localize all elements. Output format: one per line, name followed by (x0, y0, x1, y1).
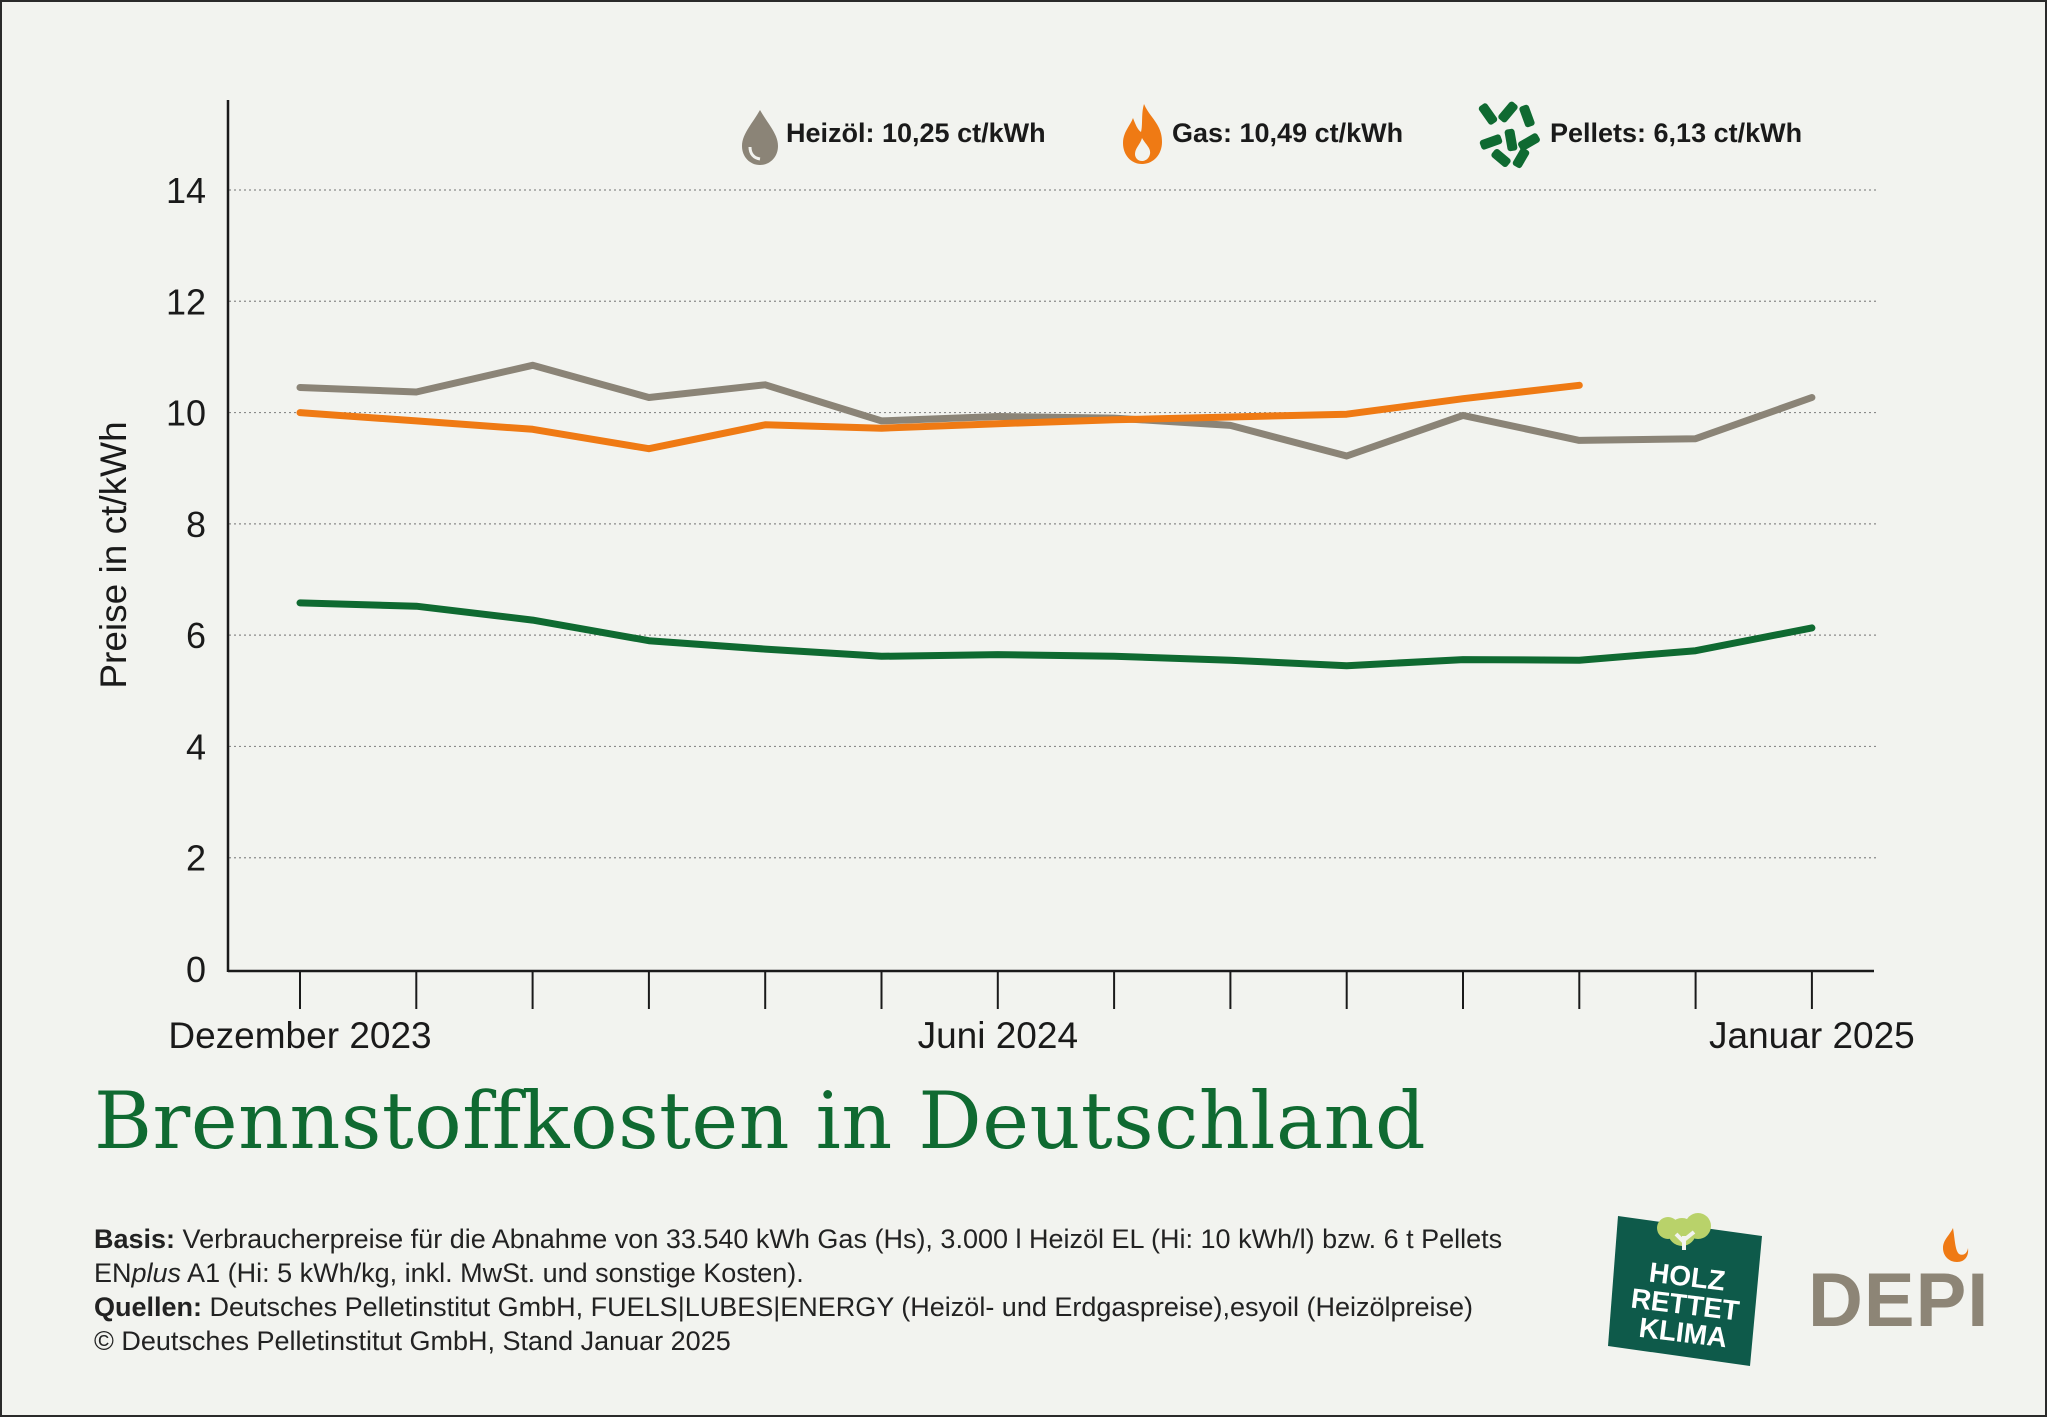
legend-item-pellets: Pellets: 6,13 ct/kWh (1478, 101, 1802, 169)
series-line-gas (296, 381, 1583, 453)
legend-item-heizoel: Heizöl: 10,25 ct/kWh (742, 110, 1046, 165)
depi-logo (1943, 1228, 1969, 1262)
footer-notes: Basis: Verbraucherpreise für die Abnahme… (94, 1222, 1574, 1358)
x-tick-label: Juni 2024 (918, 1015, 1078, 1056)
series-lines (296, 361, 1816, 670)
y-tick-label: 8 (186, 504, 206, 545)
basis-text-2b: plus (131, 1258, 182, 1288)
pellets-icon (1478, 101, 1540, 169)
series-line-pellets (296, 599, 1816, 670)
chart-title: Brennstoffkosten in Deutschland (94, 1075, 1427, 1167)
y-tick-label: 2 (186, 838, 206, 879)
basis-text-2c: A1 (Hi: 5 kWh/kg, inkl. MwSt. und sonsti… (181, 1258, 804, 1288)
series-line-heizoel (296, 361, 1816, 460)
holz-rettet-klima-logo: HOLZ RETTET KLIMA (1608, 1213, 1762, 1366)
line-chart: 0 2 4 6 8 10 12 14 Dezember 2023 Juni 2024 Januar… (93, 100, 1915, 1056)
flame-icon (1123, 104, 1162, 164)
legend-label-heizoel: Heizöl: 10,25 ct/kWh (786, 118, 1046, 148)
y-tick-label: 0 (186, 949, 206, 990)
depi-flame-icon (1943, 1228, 1969, 1262)
footer-basis-line-2: ENplus A1 (Hi: 5 kWh/kg, inkl. MwSt. und… (94, 1256, 1574, 1290)
quellen-label: Quellen: (94, 1292, 203, 1322)
y-ticks: 0 2 4 6 8 10 12 14 (166, 170, 206, 990)
tree-icon (1657, 1213, 1711, 1250)
y-tick-label: 14 (166, 170, 206, 211)
grid (229, 189, 1878, 859)
y-tick-label: 12 (166, 281, 206, 322)
footer-basis-line-1: Basis: Verbraucherpreise für die Abnahme… (94, 1222, 1574, 1256)
legend-item-gas: Gas: 10,49 ct/kWh (1123, 104, 1403, 164)
x-ticks: Dezember 2023 Juni 2024 Januar 2025 (168, 971, 1915, 1056)
oil-drop-icon (742, 110, 778, 165)
legend-label-pellets: Pellets: 6,13 ct/kWh (1550, 118, 1802, 148)
y-axis-label: Preise in ct/kWh (93, 421, 134, 688)
y-tick-label: 4 (186, 726, 206, 767)
footer-quellen-line: Quellen: Deutsches Pelletinstitut GmbH, … (94, 1290, 1574, 1324)
y-tick-label: 6 (186, 615, 206, 656)
depi-logo-text: DEPI (1808, 1258, 1990, 1343)
y-tick-label: 10 (166, 393, 206, 434)
legend: Heizöl: 10,25 ct/kWh Gas: 10,49 ct/kWh P… (742, 101, 1802, 169)
axes (226, 100, 1874, 973)
x-tick-label: Dezember 2023 (168, 1015, 431, 1056)
basis-text-2a: EN (94, 1258, 132, 1288)
legend-label-gas: Gas: 10,49 ct/kWh (1172, 118, 1403, 148)
x-tick-label: Januar 2025 (1709, 1015, 1915, 1056)
footer-copyright: © Deutsches Pelletinstitut GmbH, Stand J… (94, 1326, 731, 1356)
basis-label: Basis: (94, 1224, 176, 1254)
quellen-text: Deutsches Pelletinstitut GmbH, FUELS|LUB… (202, 1292, 1474, 1322)
basis-text-1: Verbraucherpreise für die Abnahme von 33… (175, 1224, 1503, 1254)
